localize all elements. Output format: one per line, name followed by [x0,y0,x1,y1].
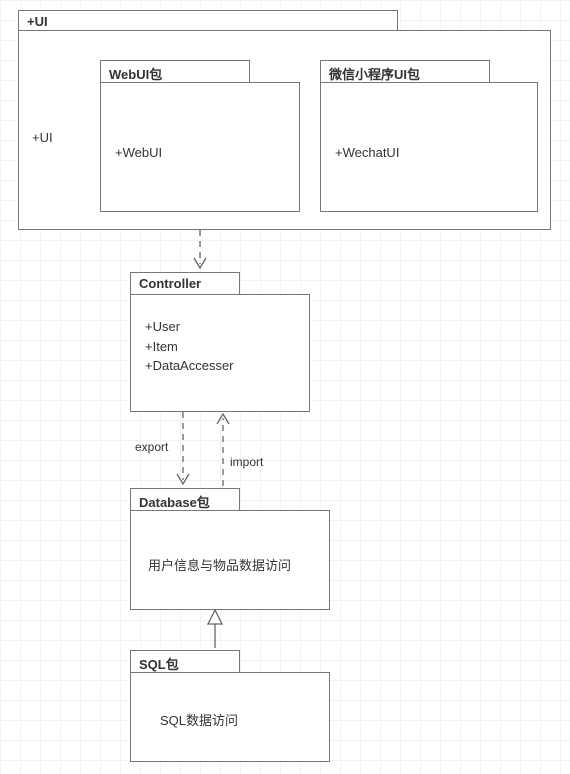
edge-label-import: import [230,455,263,469]
controller-member-dataaccesser: +DataAccesser [145,356,295,376]
pkg-wechatui-content: +WechatUI [335,145,399,160]
pkg-webui-tab-label: WebUI包 [109,67,162,82]
pkg-ui-outer-inner-label: +UI [32,130,53,145]
pkg-sql-tab-label: SQL包 [139,657,179,672]
pkg-controller-tab: Controller [130,272,240,294]
pkg-controller-body: +User +Item +DataAccesser [130,294,310,412]
controller-member-item: +Item [145,337,295,357]
pkg-wechatui-tab-label: 微信小程序UI包 [329,67,420,82]
pkg-ui-outer-tab-label: +UI [27,14,48,29]
pkg-database-tab-label: Database包 [139,495,210,510]
edge-ui-to-controller-arrow [194,258,206,268]
pkg-database-content: 用户信息与物品数据访问 [148,555,291,574]
edge-import-arrow [217,414,229,424]
controller-member-user: +User [145,317,295,337]
edge-export-arrow [177,474,189,484]
pkg-controller-tab-label: Controller [139,276,201,291]
edge-label-export: export [135,440,168,454]
pkg-webui-content: +WebUI [115,145,162,160]
pkg-ui-outer-tab: +UI [18,10,398,30]
pkg-sql-content: SQL数据访问 [160,710,238,729]
edge-sql-to-db-arrow [208,610,222,624]
